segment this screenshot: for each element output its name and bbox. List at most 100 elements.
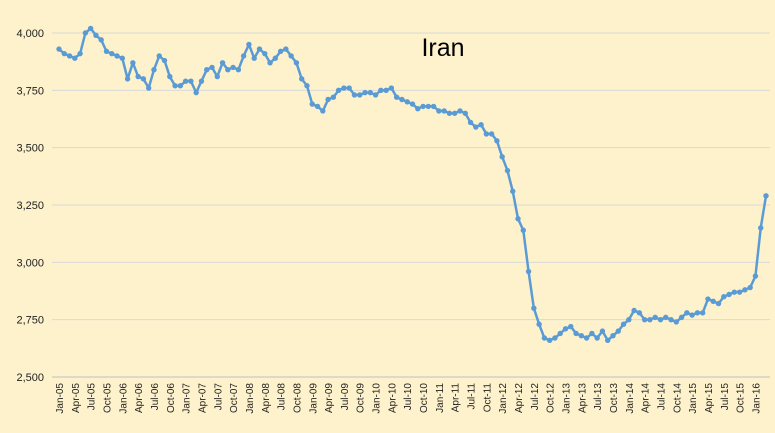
data-point bbox=[631, 307, 637, 314]
data-point bbox=[267, 60, 273, 66]
x-tick-label: Oct-15 bbox=[736, 383, 747, 413]
x-tick-label: Apr-10 bbox=[387, 383, 398, 413]
data-point bbox=[66, 53, 73, 59]
data-point bbox=[219, 60, 226, 66]
data-point bbox=[473, 124, 479, 130]
data-point bbox=[763, 193, 769, 199]
data-point bbox=[246, 41, 252, 48]
data-point bbox=[272, 55, 279, 61]
data-point bbox=[710, 298, 716, 305]
data-point bbox=[541, 335, 548, 341]
data-point bbox=[699, 310, 706, 316]
data-point bbox=[758, 225, 764, 231]
data-point bbox=[256, 46, 263, 52]
x-tick-label: Apr-14 bbox=[641, 383, 652, 413]
data-point bbox=[198, 78, 205, 84]
x-tick-label: Jan-07 bbox=[182, 383, 193, 414]
x-tick-label: Jul-14 bbox=[656, 383, 667, 411]
data-point bbox=[346, 85, 352, 91]
x-tick-label: Oct-11 bbox=[482, 383, 493, 413]
chart-title: Iran bbox=[421, 34, 464, 62]
y-tick-label: 3,250 bbox=[16, 200, 44, 212]
data-point bbox=[172, 83, 178, 89]
data-point bbox=[620, 321, 627, 327]
data-point bbox=[415, 105, 421, 112]
data-point bbox=[546, 337, 553, 344]
data-point bbox=[288, 53, 294, 59]
y-tick-label: 2,500 bbox=[16, 372, 44, 384]
data-point bbox=[678, 314, 685, 321]
data-point bbox=[726, 291, 732, 298]
data-point bbox=[626, 316, 632, 323]
data-point bbox=[378, 87, 384, 94]
data-point bbox=[742, 287, 748, 293]
data-point bbox=[145, 85, 152, 91]
data-point bbox=[61, 50, 67, 57]
data-point bbox=[209, 64, 215, 71]
data-point bbox=[372, 92, 379, 98]
data-point bbox=[430, 103, 437, 110]
data-point bbox=[135, 73, 141, 80]
x-tick-label: Apr-13 bbox=[577, 383, 588, 413]
y-tick-label: 3,500 bbox=[16, 143, 44, 155]
y-tick-label: 4,000 bbox=[16, 28, 44, 40]
data-point bbox=[636, 310, 643, 316]
data-point bbox=[77, 50, 83, 57]
x-tick-label: Apr-12 bbox=[514, 383, 525, 413]
data-point bbox=[483, 131, 490, 137]
data-point bbox=[309, 101, 315, 107]
data-point bbox=[235, 66, 242, 73]
data-point bbox=[615, 328, 621, 334]
data-point bbox=[87, 25, 94, 32]
x-tick-label: Oct-09 bbox=[356, 383, 367, 413]
data-point bbox=[573, 330, 579, 337]
x-tick-label: Oct-10 bbox=[419, 383, 430, 413]
data-point bbox=[583, 335, 590, 341]
y-tick-label: 3,000 bbox=[16, 257, 44, 269]
data-point bbox=[673, 319, 680, 325]
x-tick-label: Oct-07 bbox=[229, 383, 240, 413]
data-point bbox=[599, 328, 606, 334]
data-point bbox=[715, 300, 722, 307]
x-tick-label: Jan-12 bbox=[498, 383, 509, 414]
data-point bbox=[330, 94, 337, 100]
x-tick-label: Jan-16 bbox=[751, 383, 762, 414]
data-point bbox=[657, 316, 664, 323]
x-tick-label: Apr-15 bbox=[704, 383, 715, 413]
data-point bbox=[177, 83, 184, 89]
x-tick-label: Jan-08 bbox=[245, 383, 256, 414]
data-point bbox=[404, 99, 410, 105]
x-tick-label: Jan-05 bbox=[55, 383, 66, 414]
data-point bbox=[589, 330, 595, 337]
data-point bbox=[283, 46, 289, 52]
data-point bbox=[525, 268, 532, 275]
data-point bbox=[293, 60, 300, 66]
data-point bbox=[151, 66, 157, 73]
data-point bbox=[103, 48, 110, 55]
data-point bbox=[130, 60, 136, 66]
y-tick-label: 2,750 bbox=[16, 315, 44, 327]
x-tick-label: Jan-10 bbox=[372, 383, 383, 414]
data-point bbox=[467, 119, 474, 126]
data-point bbox=[515, 216, 521, 222]
data-point bbox=[393, 94, 400, 100]
data-point bbox=[388, 85, 395, 91]
data-point bbox=[167, 73, 173, 80]
series-layer bbox=[56, 25, 769, 344]
data-point bbox=[188, 78, 194, 84]
x-tick-label: Apr-11 bbox=[451, 383, 462, 413]
x-tick-label: Jul-15 bbox=[720, 383, 731, 411]
data-point bbox=[425, 103, 432, 110]
data-point bbox=[240, 53, 247, 59]
data-point bbox=[325, 96, 331, 103]
x-tick-label: Jul-08 bbox=[277, 383, 288, 411]
x-tick-label: Oct-14 bbox=[672, 383, 683, 413]
x-tick-label: Apr-08 bbox=[261, 383, 272, 413]
x-tick-label: Oct-13 bbox=[609, 383, 620, 413]
data-point bbox=[705, 296, 711, 302]
x-tick-label: Jan-11 bbox=[435, 383, 446, 413]
data-point bbox=[56, 46, 62, 52]
data-point bbox=[647, 316, 653, 323]
x-tick-label: Jul-13 bbox=[593, 383, 604, 411]
